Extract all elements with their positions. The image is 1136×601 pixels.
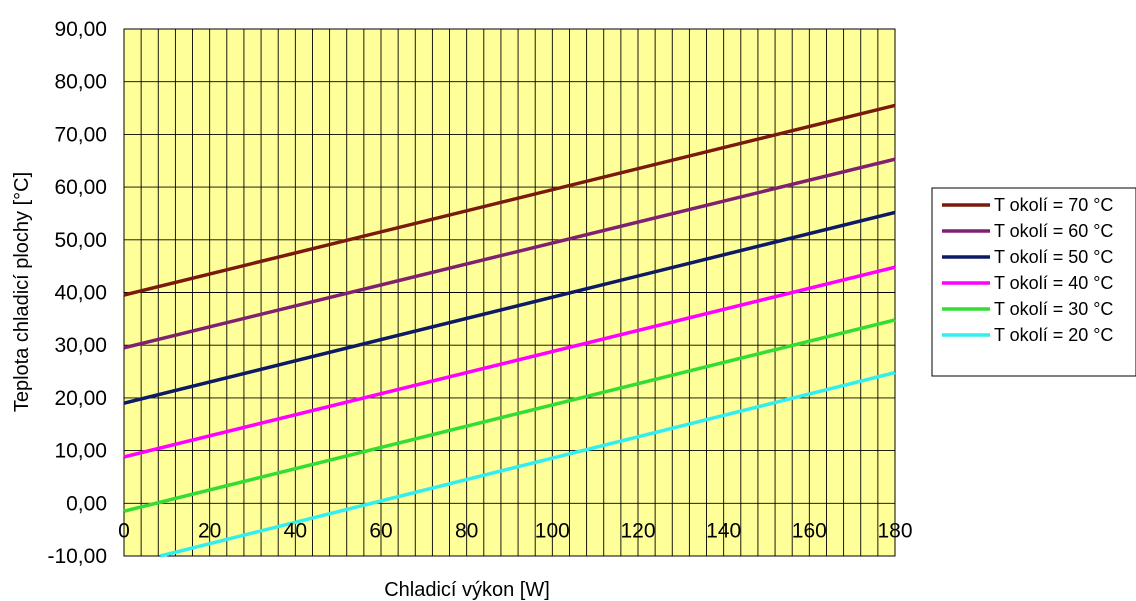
legend-label: T okolí = 60 °C xyxy=(994,221,1113,241)
series-line xyxy=(123,265,896,459)
y-tick-label: 70,00 xyxy=(54,123,107,146)
x-tick-label: 20 xyxy=(198,519,221,542)
x-tick-label: 180 xyxy=(877,519,912,542)
y-tick-label: 30,00 xyxy=(54,334,107,357)
x-tick-label: 40 xyxy=(284,519,307,542)
y-tick-label: 60,00 xyxy=(54,176,107,199)
y-tick-label: 90,00 xyxy=(54,18,107,41)
legend-label: T okolí = 20 °C xyxy=(994,325,1113,345)
legend-label: T okolí = 40 °C xyxy=(994,273,1113,293)
series-line xyxy=(123,210,896,405)
plot-border xyxy=(123,28,896,557)
y-tick-label: 40,00 xyxy=(54,282,107,305)
x-axis-ticks: 0 20 40 60 80 100 120 140 160 180 xyxy=(118,519,912,542)
x-tick-label: 60 xyxy=(369,519,392,542)
legend-items: T okolí = 70 °C T okolí = 60 °C T okolí = … xyxy=(942,195,1113,345)
y-axis-title: Teplota chladicí plochy [°C] xyxy=(11,172,33,412)
y-tick-label: -10,00 xyxy=(47,545,107,568)
x-tick-label: 80 xyxy=(455,519,478,542)
y-tick-label: 80,00 xyxy=(54,71,107,94)
x-axis-title: Chladicí výkon [W] xyxy=(384,579,550,601)
series-line xyxy=(123,318,896,513)
x-tick-label: 160 xyxy=(792,519,827,542)
x-tick-label: 100 xyxy=(535,519,570,542)
series-line xyxy=(123,103,896,297)
legend-label: T okolí = 30 °C xyxy=(994,299,1113,319)
legend-label: T okolí = 70 °C xyxy=(994,195,1113,215)
y-axis-ticks: -10,00 0,00 10,00 20,00 30,00 40,00 50,00 60,00… xyxy=(47,18,107,568)
y-tick-label: 0,00 xyxy=(66,492,107,515)
y-tick-label: 20,00 xyxy=(54,387,107,410)
x-tick-label: 0 xyxy=(118,519,130,542)
y-tick-label: 50,00 xyxy=(54,229,107,252)
series-layer xyxy=(123,103,896,558)
series-line xyxy=(123,157,896,350)
y-tick-label: 10,00 xyxy=(54,440,107,463)
horizontal-gridlines xyxy=(124,81,895,504)
legend-label: T okolí = 50 °C xyxy=(994,247,1113,267)
legend: T okolí = 70 °C T okolí = 60 °C T okolí = … xyxy=(931,187,1136,377)
x-tick-label: 140 xyxy=(706,519,741,542)
x-tick-label: 120 xyxy=(620,519,655,542)
series-line xyxy=(159,370,896,558)
